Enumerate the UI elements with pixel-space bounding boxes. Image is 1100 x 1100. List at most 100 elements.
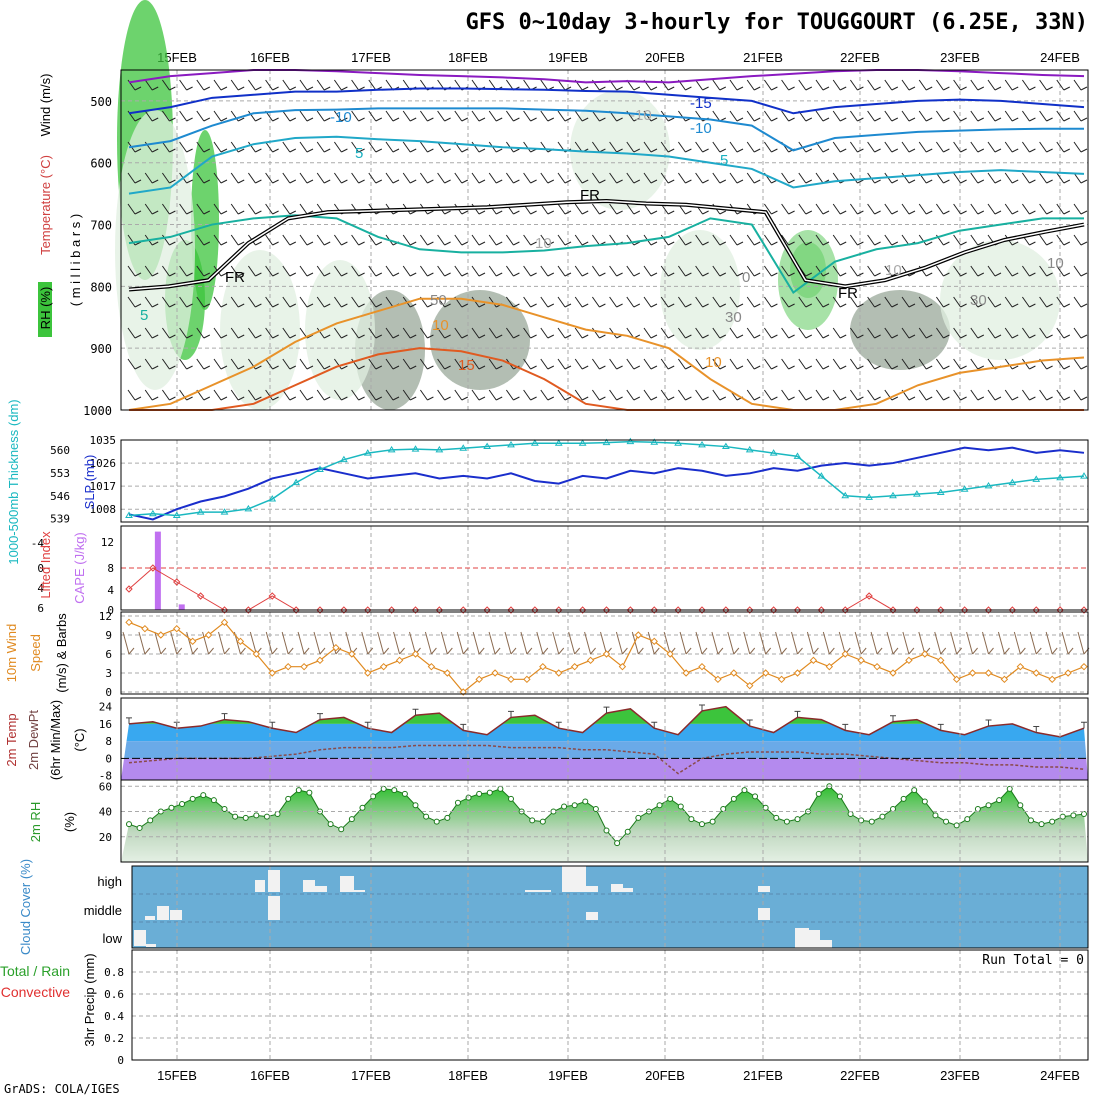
precip-frame — [131, 949, 1089, 1061]
cloud-panel: high middle low — [84, 866, 1088, 948]
wind10-marker — [602, 650, 611, 658]
wind-barb — [196, 327, 211, 339]
wind10-barb — [870, 631, 883, 655]
wind-barb — [144, 141, 159, 153]
rh2m-marker — [465, 794, 472, 801]
wind-barb — [935, 389, 950, 401]
wind-barb — [849, 141, 864, 153]
wind-barb — [643, 358, 658, 370]
lifted-index-marker — [984, 606, 993, 614]
wind-barb — [351, 234, 365, 246]
wind-barb — [454, 327, 469, 339]
temp-minmax-tick — [603, 706, 610, 714]
wind-barb — [815, 79, 830, 91]
wind-barb — [505, 389, 520, 401]
rh2m-marker — [274, 811, 281, 818]
precip-tick-label: 0.8 — [104, 966, 124, 979]
wind-barb — [609, 358, 623, 370]
wind-barb — [368, 234, 383, 246]
wind-barb — [798, 79, 813, 91]
wind-barb — [351, 172, 365, 184]
wind-barb — [574, 203, 589, 215]
wind-barb — [884, 358, 899, 370]
wind10-marker — [570, 662, 579, 671]
wind-barb — [970, 110, 985, 122]
wind-barb — [144, 327, 159, 339]
precip-panel: 0.8 0.6 0.4 0.2 0 Run Total = 0 Total / Rain Co… — [0, 950, 1088, 1067]
wind10-marker — [714, 675, 722, 684]
wind-barb — [1039, 296, 1053, 308]
contour-label: 10 — [535, 235, 552, 252]
wind-barb — [781, 389, 795, 401]
temp-contour-minus10 — [128, 107, 1084, 152]
wind-barb — [1056, 296, 1071, 308]
wind-barb — [832, 79, 847, 91]
wind-barb — [763, 389, 778, 401]
wind-barb — [265, 79, 279, 91]
wind-barb — [867, 296, 881, 308]
wind-barb — [179, 110, 193, 122]
wind-barb — [643, 296, 658, 308]
wind-barb — [884, 296, 899, 308]
lifted-index-marker — [459, 606, 467, 614]
wind-barb — [695, 141, 709, 153]
wind-barb — [265, 234, 279, 246]
rh2m-marker — [614, 840, 621, 847]
wind-barb — [557, 265, 572, 277]
temp-tick-label: 0 — [105, 752, 112, 765]
wind-barb — [385, 265, 400, 277]
wind-barb — [351, 327, 365, 339]
wind10-barb — [202, 631, 214, 655]
contour-label: FR — [225, 269, 245, 286]
wind-barb — [953, 234, 967, 246]
wind10-marker — [921, 650, 929, 658]
x-tick-label-bottom: 16FEB — [250, 1068, 290, 1083]
wind-barb — [196, 110, 211, 122]
wind10-marker — [1064, 669, 1072, 677]
wind-barb — [1021, 327, 1036, 339]
wind-barb — [970, 265, 985, 277]
rh2m-marker — [592, 806, 599, 813]
wind10-marker — [539, 662, 547, 671]
wind-barb — [763, 141, 778, 153]
wind-barb — [987, 141, 1002, 153]
thickness-marker — [1056, 473, 1065, 481]
wind-barb — [505, 265, 520, 277]
freezing-level-inner — [128, 200, 1085, 291]
wind-barb — [247, 296, 262, 308]
wind-barb — [213, 389, 228, 401]
wind-barb — [832, 265, 847, 277]
wind-barb — [849, 234, 864, 246]
wind-barb — [127, 203, 142, 215]
lifted-index-marker — [292, 606, 300, 614]
lifted-index-marker — [889, 606, 897, 614]
rh2m-marker — [179, 800, 186, 807]
wind10-marker — [523, 675, 531, 684]
rh2m-marker — [752, 793, 759, 800]
wind-barb — [161, 172, 176, 184]
wind-barb — [935, 110, 950, 122]
wind10-barb — [886, 631, 899, 655]
wind-barb — [970, 141, 985, 153]
wind-barb — [1073, 141, 1088, 153]
x-tick-label-top: 23FEB — [940, 50, 980, 65]
wind-barb — [161, 358, 176, 370]
wind-barb — [781, 234, 795, 246]
wind-barb — [746, 234, 761, 246]
rh2m-panel: 60 40 20 — [99, 780, 1088, 862]
thickness-marker — [172, 511, 181, 518]
rh2m-marker — [667, 795, 674, 802]
wind-barb — [419, 172, 434, 184]
wind10-marker — [777, 675, 786, 684]
wind-barb — [729, 265, 744, 277]
wind-barb — [351, 110, 365, 122]
wind-barb — [299, 79, 314, 91]
wind-barb — [591, 172, 606, 184]
wind-barb — [557, 389, 572, 401]
wind-barb — [523, 327, 537, 339]
wind-barb — [712, 172, 727, 184]
thickness-marker — [1032, 475, 1041, 482]
wind-barb — [729, 296, 744, 308]
wind-barb — [161, 110, 176, 122]
wind-barb — [333, 389, 348, 401]
